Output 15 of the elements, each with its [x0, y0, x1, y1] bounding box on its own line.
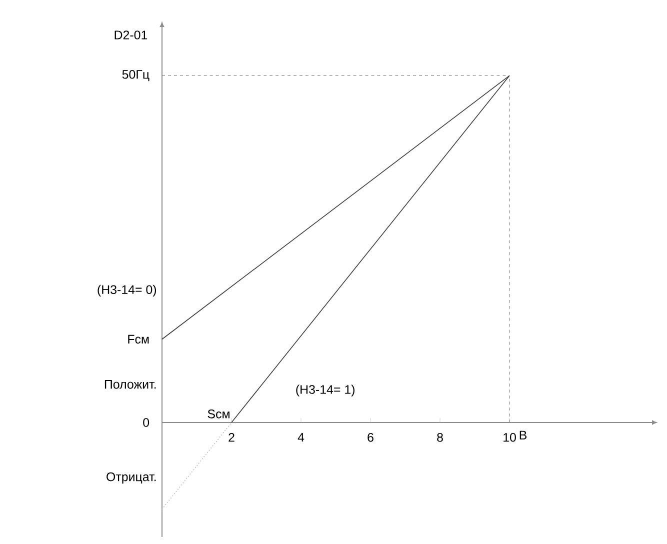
annotation: (H3-14= 1) [296, 384, 354, 396]
annotation: Scм [208, 410, 230, 418]
x-axis-title: B [520, 430, 527, 440]
text: Отрицат. [106, 472, 156, 484]
y-tick-label: 50Гц [122, 70, 150, 82]
y-tick-label: 0 [143, 418, 150, 427]
text: (H3-14= 0) [98, 284, 156, 296]
y-tick-label: Fcм [128, 334, 149, 344]
text: Положит. [104, 380, 156, 389]
x-tick-label: 6 [368, 432, 374, 442]
y-axis-title: D2-01 [114, 30, 148, 40]
x-tick-label: 8 [437, 432, 443, 442]
x-tick-label: 10 [504, 432, 516, 442]
x-tick-label: 4 [298, 432, 304, 442]
x-tick-label: 2 [228, 432, 234, 442]
